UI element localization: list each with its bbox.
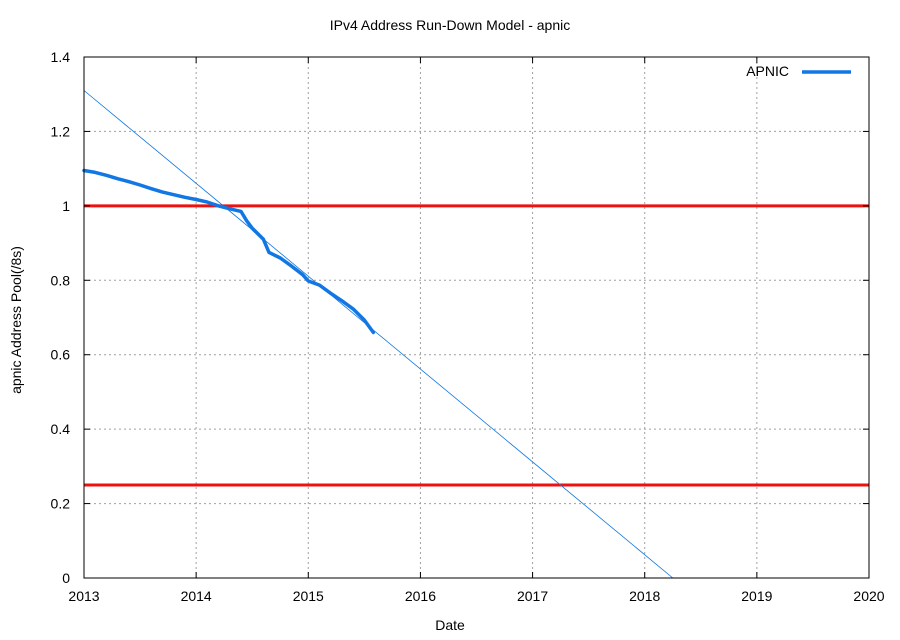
tick-labels: 2013 2014 2015 2016 2017 2018 2019 2020 0 0.2 0.4 0…	[51, 49, 885, 604]
grid-lines	[84, 57, 869, 578]
tick-marks	[83, 56, 870, 579]
y-tick-label: 0.8	[51, 272, 71, 288]
legend-label: APNIC	[746, 63, 789, 79]
x-tick-label: 2020	[853, 588, 884, 604]
y-tick-label: 1	[62, 198, 70, 214]
threshold-lines	[84, 204, 869, 487]
y-tick-label: 0.4	[51, 421, 71, 437]
y-tick-label: 0.2	[51, 496, 71, 512]
x-tick-label: 2014	[181, 588, 212, 604]
y-axis-label: apnic Address Pool(/8s)	[8, 246, 24, 394]
trend-line	[83, 90, 674, 579]
x-tick-label: 2013	[68, 588, 99, 604]
x-tick-label: 2017	[517, 588, 548, 604]
x-tick-label: 2016	[405, 588, 436, 604]
x-axis-label: Date	[435, 617, 465, 633]
x-tick-label: 2015	[293, 588, 324, 604]
series-line-apnic	[82, 168, 376, 335]
series-group	[82, 90, 674, 579]
chart-title: IPv4 Address Run-Down Model - apnic	[329, 17, 571, 33]
y-tick-label: 1.4	[51, 49, 71, 65]
x-tick-label: 2018	[629, 588, 660, 604]
plot-frame	[83, 56, 870, 579]
x-tick-label: 2019	[741, 588, 772, 604]
y-tick-label: 0.6	[51, 347, 71, 363]
y-tick-label: 1.2	[51, 123, 71, 139]
y-tick-label: 0	[62, 570, 70, 586]
